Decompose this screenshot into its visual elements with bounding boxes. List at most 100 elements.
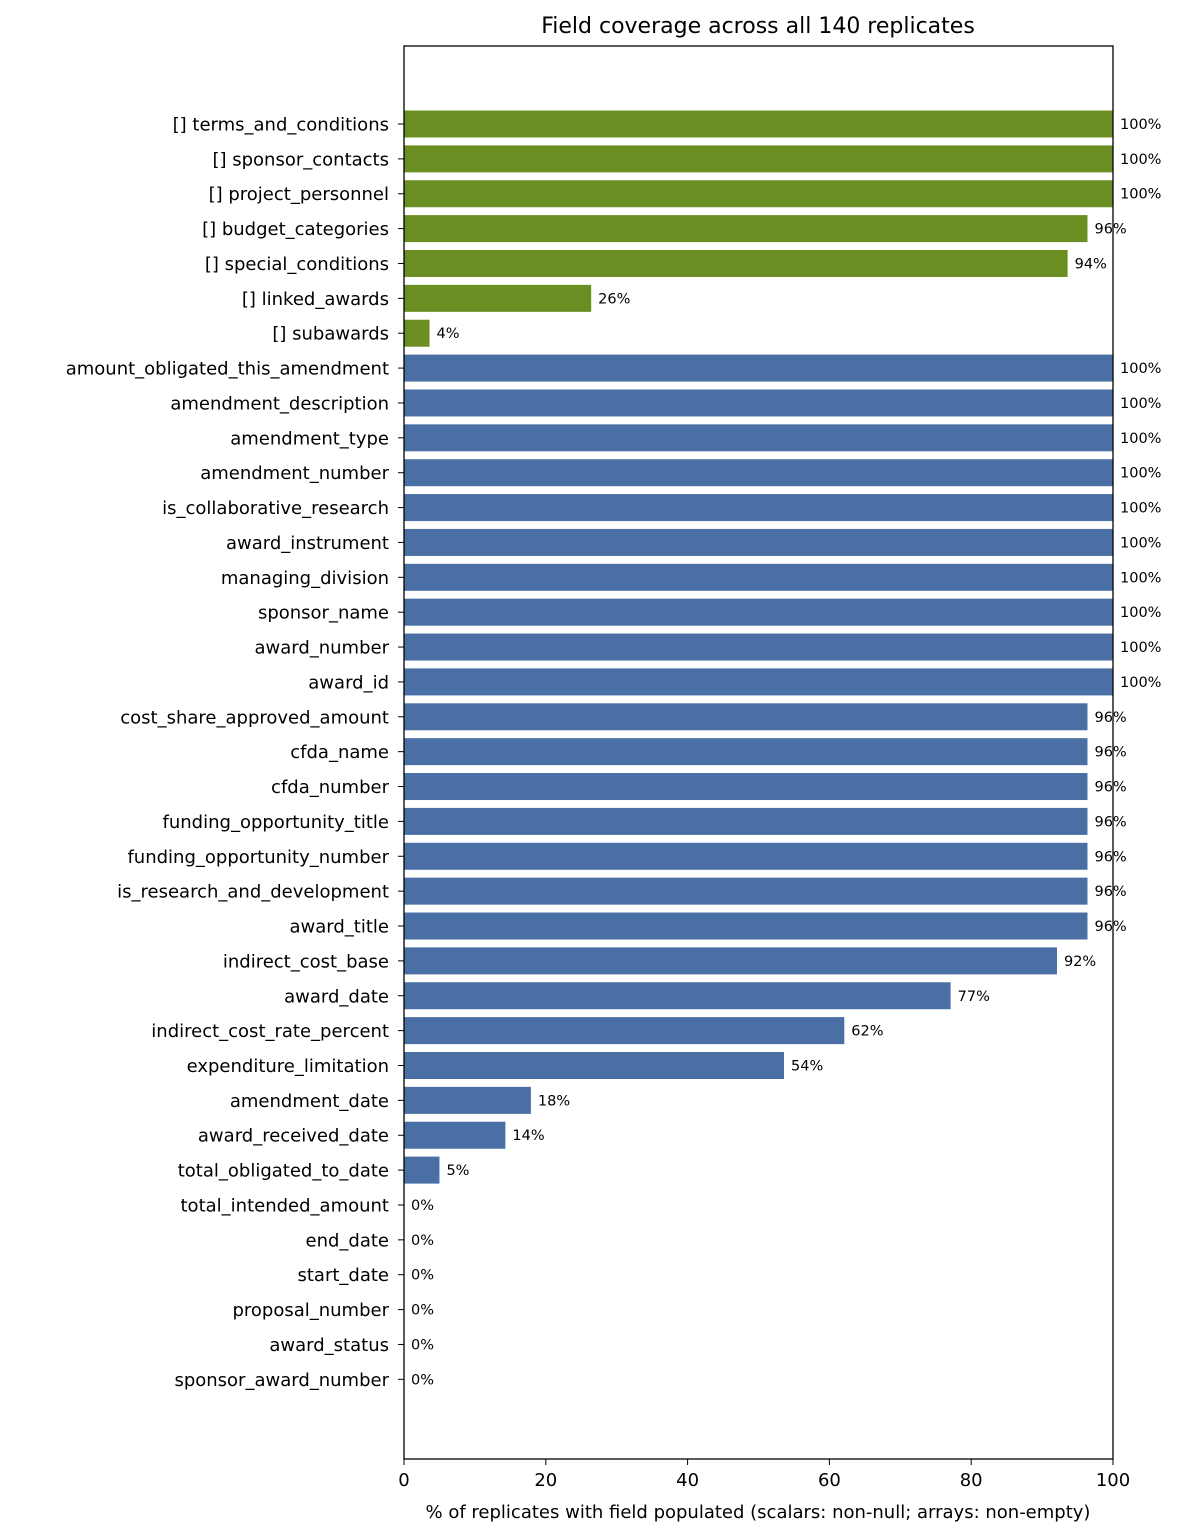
y-tick-label: award_received_date	[198, 1126, 389, 1147]
y-tick-label: cfda_number	[271, 777, 390, 798]
y-tick-label: proposal_number	[232, 1300, 389, 1321]
y-tick-label: award_number	[254, 638, 389, 659]
bar-linked-awards	[404, 284, 592, 312]
data-label: 100%	[1120, 431, 1161, 447]
data-label: 96%	[1094, 884, 1126, 900]
bar-expenditure-limitation	[404, 1051, 785, 1079]
data-label: 96%	[1094, 849, 1126, 865]
bar-sponsor-contacts	[404, 145, 1113, 173]
data-label: 18%	[538, 1093, 570, 1109]
data-label: 100%	[1120, 570, 1161, 586]
bar-managing-division	[404, 563, 1113, 591]
y-tick-label: managing_division	[221, 568, 389, 589]
bar-cost-share-approved-amount	[404, 703, 1088, 731]
data-label: 96%	[1094, 745, 1126, 761]
data-label: 0%	[411, 1372, 434, 1388]
y-tick-label: start_date	[297, 1265, 389, 1286]
bar-amendment-date	[404, 1086, 531, 1114]
data-label: 77%	[958, 989, 990, 1005]
y-tick-label: total_obligated_to_date	[178, 1161, 389, 1182]
bar-subawards	[404, 319, 430, 347]
y-tick-label: amount_obligated_this_amendment	[66, 359, 389, 380]
y-tick-label: funding_opportunity_number	[127, 847, 389, 868]
y-tick-label: expenditure_limitation	[187, 1056, 389, 1077]
bar-award-number	[404, 633, 1113, 661]
bar-award-id	[404, 668, 1113, 696]
bar-cfda-number	[404, 773, 1088, 801]
y-tick-label: award_instrument	[226, 533, 389, 554]
bar-funding-opportunity-number	[404, 842, 1088, 870]
data-label: 96%	[1094, 814, 1126, 830]
bar-award-title	[404, 912, 1088, 940]
x-tick-label: 20	[534, 1470, 557, 1491]
y-tick-label: indirect_cost_base	[223, 951, 389, 972]
y-tick-label: funding_opportunity_title	[163, 812, 389, 833]
bar-sponsor-name	[404, 598, 1113, 626]
data-label: 54%	[791, 1058, 823, 1074]
data-label: 96%	[1094, 222, 1126, 238]
y-tick-label: sponsor_name	[258, 603, 389, 624]
bar-award-instrument	[404, 528, 1113, 556]
data-label: 100%	[1120, 640, 1161, 656]
data-label: 0%	[411, 1303, 434, 1319]
bar-project-personnel	[404, 180, 1113, 208]
chart-title: Field coverage across all 140 replicates	[541, 14, 975, 39]
bar-special-conditions	[404, 249, 1068, 277]
y-tick-labels: [] terms_and_conditions [] sponsor_contac…	[66, 115, 404, 1391]
bar-amendment-number	[404, 459, 1113, 487]
data-label: 26%	[598, 291, 630, 307]
x-tick-label: 0	[398, 1470, 409, 1491]
data-label: 92%	[1064, 954, 1096, 970]
y-tick-label: [] special_conditions	[205, 254, 389, 275]
y-tick-label: cost_share_approved_amount	[120, 707, 389, 728]
data-label: 100%	[1120, 152, 1161, 168]
bar-terms-and-conditions	[404, 110, 1113, 138]
y-tick-label: [] terms_and_conditions	[173, 115, 389, 136]
plot-frame	[403, 45, 1114, 1460]
x-tick-label: 100	[1096, 1470, 1130, 1491]
bar-total-obligated-to-date	[404, 1156, 440, 1184]
y-tick-label: amendment_number	[200, 463, 389, 484]
bar-indirect-cost-rate-percent	[404, 1017, 845, 1045]
data-label: 100%	[1120, 675, 1161, 691]
y-tick-label: is_collaborative_research	[162, 498, 389, 519]
y-tick-label: is_research_and_development	[117, 882, 389, 903]
y-tick-label: [] budget_categories	[202, 219, 389, 240]
y-tick-label: indirect_cost_rate_percent	[151, 1021, 389, 1042]
bar-is-collaborative-research	[404, 494, 1113, 522]
y-tick-label: [] linked_awards	[242, 289, 389, 310]
data-label: 5%	[446, 1163, 469, 1179]
data-label: 0%	[411, 1337, 434, 1353]
data-label: 4%	[437, 326, 460, 342]
data-label: 94%	[1075, 256, 1107, 272]
data-label: 96%	[1094, 780, 1126, 796]
data-label: 96%	[1094, 919, 1126, 935]
y-tick-label: [] subawards	[272, 324, 389, 345]
bar-amendment-type	[404, 424, 1113, 452]
data-label: 100%	[1120, 117, 1161, 133]
bar-budget-categories	[404, 215, 1088, 243]
data-label: 100%	[1120, 605, 1161, 621]
data-label: 100%	[1120, 187, 1161, 203]
x-tick-label: 60	[818, 1470, 841, 1491]
data-label: 100%	[1120, 466, 1161, 482]
data-label: 0%	[411, 1233, 434, 1249]
y-tick-label: cfda_name	[290, 742, 389, 763]
data-label: 0%	[411, 1198, 434, 1214]
y-tick-label: award_id	[308, 672, 389, 693]
y-tick-label: amendment_date	[230, 1091, 389, 1112]
y-tick-label: sponsor_award_number	[174, 1370, 389, 1391]
x-tick-label: 80	[960, 1470, 983, 1491]
y-tick-label: amendment_description	[170, 393, 389, 414]
y-tick-label: total_intended_amount	[181, 1195, 390, 1216]
y-tick-label: award_status	[269, 1335, 389, 1356]
x-tick-label: 40	[676, 1470, 699, 1491]
bar-award-received-date	[404, 1121, 506, 1149]
x-axis-ticks: 0 20 40 60 80 100	[398, 1459, 1130, 1491]
bar-award-date	[404, 982, 951, 1010]
bar-amendment-description	[404, 389, 1113, 417]
x-axis-label: % of replicates with field populated (sc…	[426, 1502, 1091, 1523]
y-tick-label: [] project_personnel	[209, 184, 389, 205]
